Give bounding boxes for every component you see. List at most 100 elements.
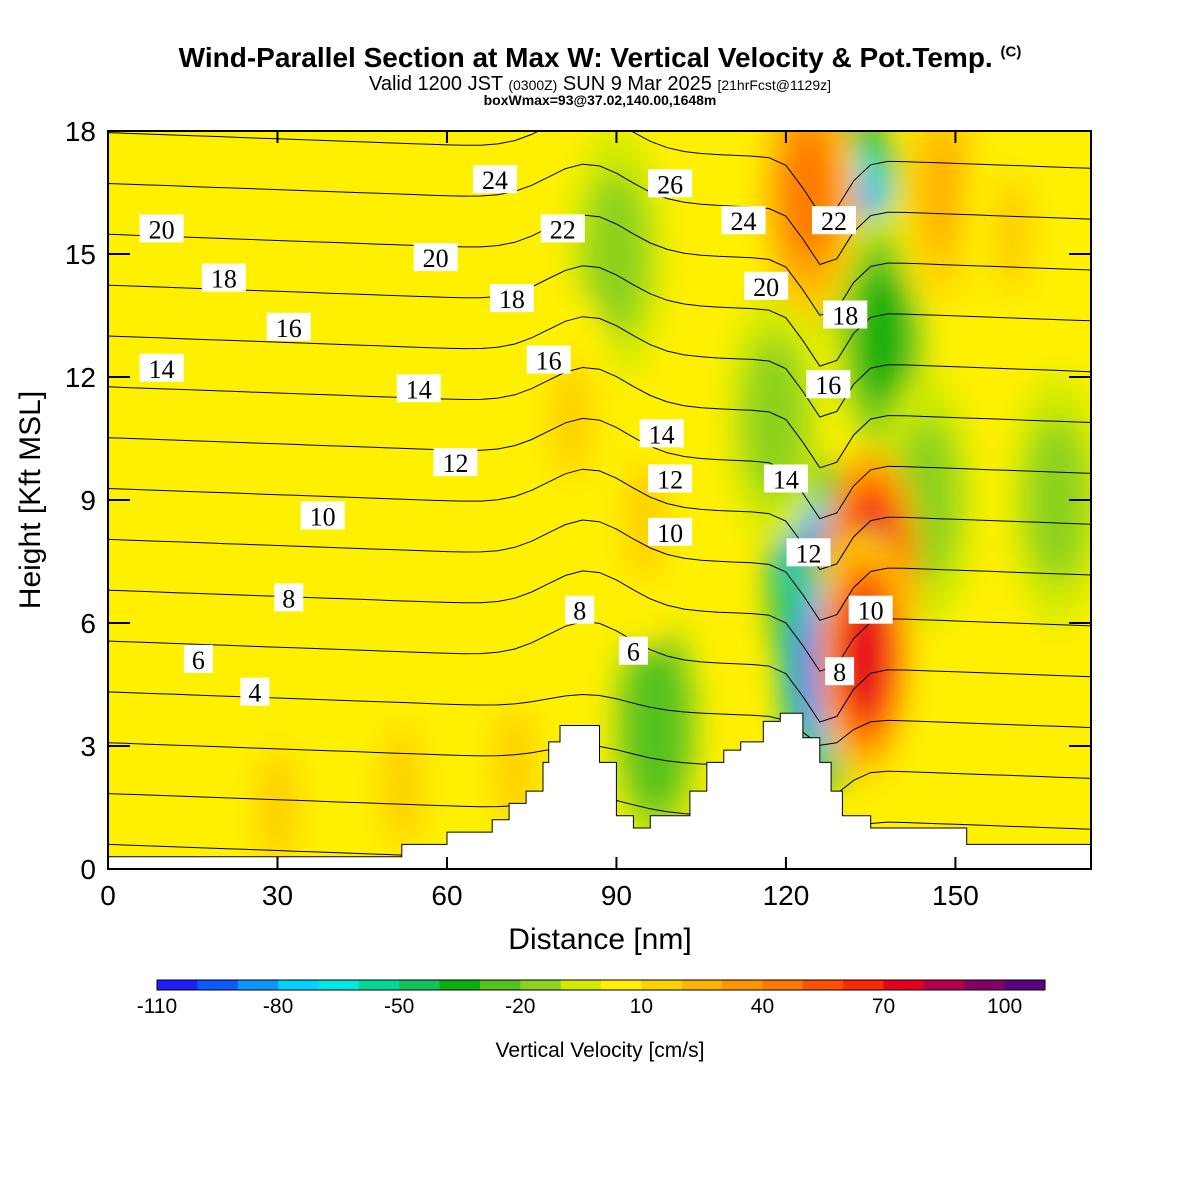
downdraft-8-level-3 (1034, 440, 1081, 560)
contour-label: 18 (823, 300, 868, 331)
contour-label-text: 8 (282, 584, 295, 613)
colorbar: -110 -80 -50 -20 10 40 70 100 (137, 979, 1046, 1018)
colorbar-swatch (479, 980, 521, 990)
contour-label-text: 6 (627, 638, 640, 667)
y-tick-label: 9 (80, 485, 96, 516)
contour-label-box (240, 677, 270, 706)
contour-label-box (786, 538, 831, 567)
colorbar-tick-label: -110 (137, 995, 177, 1018)
contour-label: 10 (648, 517, 693, 548)
theta-contour-12 (108, 519, 1091, 621)
contour-label-box (300, 501, 345, 530)
contour-label-box (763, 464, 808, 493)
contour-label-box (648, 169, 693, 198)
plot-area: 20 18 16 14 24 22 20 18 16 14 12 10 8 6 4 26 24 20 14 12 10 8… (108, 131, 1091, 869)
contour-label-box (811, 206, 856, 235)
y-tick-label: 18 (65, 116, 96, 147)
colorbar-swatch (560, 980, 602, 990)
contour-label-box (823, 300, 868, 329)
colorbar-tick-label: 70 (872, 995, 895, 1018)
colorbar-swatch (923, 980, 965, 990)
contour-label: 12 (786, 538, 831, 568)
contour-label: 18 (489, 284, 534, 314)
colorbar-swatch (883, 980, 925, 990)
contour-label-box (806, 370, 851, 399)
y-tick-label: 3 (80, 731, 96, 762)
colorbar-swatch (197, 980, 239, 990)
y-tick-label: 0 (80, 854, 96, 885)
theta-contour-6 (108, 691, 1091, 746)
contour-label-text: 14 (773, 466, 799, 495)
colorbar-tick-label: -20 (505, 995, 535, 1018)
contour-label-text: 20 (753, 273, 779, 302)
contour-label: 18 (201, 263, 246, 294)
theta-contour-26 (108, 163, 1091, 266)
colorbar-swatch (237, 980, 279, 990)
colorbar-swatch (722, 980, 763, 990)
downdraft-3-level-3 (858, 276, 905, 396)
contour-label-text: 14 (649, 420, 675, 449)
contour-label-box (139, 353, 184, 382)
contour-label-text: 12 (442, 449, 468, 478)
updraft-9-level-3 (988, 173, 1035, 294)
contour-label-text: 22 (550, 215, 576, 244)
colorbar-swatch (399, 980, 441, 990)
axes: 0 30 60 90 120 150 0 3 6 9 12 15 18 (65, 116, 1091, 911)
contour-label-box (639, 419, 684, 448)
colorbar-swatch (681, 980, 723, 990)
colorbar-swatch (802, 980, 844, 990)
contour-label-text: 10 (310, 502, 336, 531)
x-tick-label: 120 (763, 880, 810, 911)
contour-label-box (396, 374, 441, 403)
x-tick-label: 150 (932, 880, 979, 911)
downdraft-6-level-3 (751, 358, 798, 478)
updraft-6-level-3 (254, 747, 301, 868)
contour-label-text: 18 (499, 285, 525, 314)
colorbar-tick-label: -50 (384, 995, 414, 1018)
contour-label: 14 (396, 374, 441, 404)
theta-contour-8 (108, 621, 1091, 723)
copyright-mark: (C) (1000, 43, 1022, 61)
updraft-3-level-3 (548, 358, 595, 478)
y-tick-label: 12 (65, 362, 96, 393)
contour-label-text: 8 (833, 658, 846, 687)
contour-label-text: 8 (573, 597, 586, 626)
contour-label-text: 20 (423, 244, 449, 273)
contour-label-box (648, 517, 693, 546)
contour-label-text: 4 (248, 679, 261, 708)
contour-label: 16 (266, 312, 311, 343)
updraft-5-level-3 (378, 727, 425, 847)
contour-label-text: 18 (832, 302, 858, 331)
contour-label: 4 (240, 677, 270, 708)
contour-label-text: 14 (149, 355, 175, 384)
contour-label-text: 20 (149, 215, 175, 244)
chart-subtitle: Valid 1200 JST (0300Z) SUN 9 Mar 2025 [2… (368, 73, 832, 95)
contour-label: 26 (648, 169, 693, 199)
colorbar-swatch (358, 980, 400, 990)
contour-label: 6 (183, 644, 213, 675)
y-tick-label: 6 (80, 608, 96, 639)
contour-label-text: 16 (536, 347, 562, 376)
colorbar-tick-label: 40 (751, 995, 774, 1018)
x-tick-label: 60 (431, 880, 462, 911)
colorbar-swatch (964, 980, 1006, 990)
contour-label: 8 (274, 583, 304, 613)
contour-label: 10 (848, 595, 893, 626)
contour-label: 24 (721, 206, 766, 236)
theta-contour-labels: 20 18 16 14 24 22 20 18 16 14 12 10 8 6 4 26 24 20 14 12 10 8… (139, 165, 893, 708)
theta-contour-20 (108, 316, 1091, 418)
contour-label-text: 24 (731, 207, 757, 236)
contour-label: 20 (139, 214, 184, 244)
contour-label-text: 14 (406, 375, 432, 404)
contour-label: 10 (300, 501, 345, 531)
updraft-8-level-3 (921, 132, 968, 253)
x-axis-title: Distance [nm] (508, 923, 691, 956)
theta-contour-24 (108, 214, 1091, 316)
contour-label-text: 12 (796, 539, 822, 568)
contour-label-box (744, 271, 789, 300)
contour-label-text: 10 (657, 519, 683, 548)
contour-label-box (274, 583, 304, 612)
contour-label-text: 18 (211, 265, 237, 294)
contour-label-box (721, 206, 766, 235)
